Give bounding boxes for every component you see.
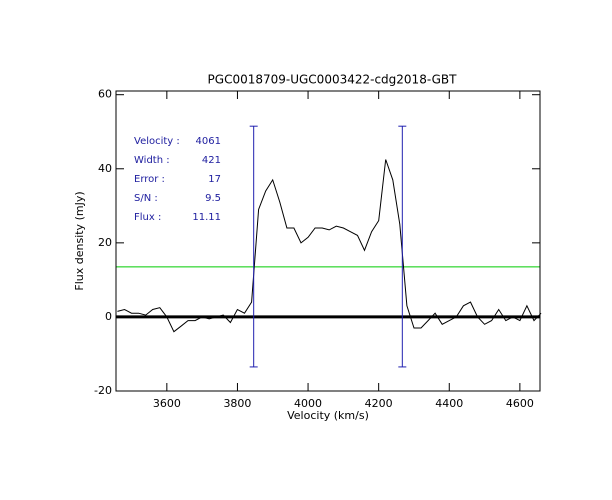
annotation-label: Width : — [134, 155, 170, 166]
plot-frame — [115, 90, 541, 392]
y-tick-label: 60 — [98, 88, 112, 101]
annotation-value: 9.5 — [205, 193, 221, 204]
x-axis-label: Velocity (km/s) — [287, 409, 369, 422]
annotation-value: 11.11 — [192, 212, 221, 223]
annotation-label: Velocity : — [134, 136, 180, 147]
y-tick-label: -20 — [94, 384, 112, 397]
y-axis-label: Flux density (mJy) — [73, 191, 86, 290]
y-tick-label: 0 — [105, 310, 112, 323]
annotation-label: Error : — [134, 174, 165, 185]
annotation-label: Flux : — [134, 212, 161, 223]
annotation-value: 421 — [202, 155, 221, 166]
annotation-value: 4061 — [196, 136, 221, 147]
x-tick-label: 4400 — [435, 397, 463, 410]
x-tick-label: 4200 — [365, 397, 393, 410]
x-tick-label: 3800 — [223, 397, 251, 410]
x-tick-label: 3600 — [153, 397, 181, 410]
y-tick-label: 20 — [98, 236, 112, 249]
annotation-value: 17 — [208, 174, 221, 185]
spectrum-line — [117, 159, 542, 333]
x-tick-label: 4600 — [506, 397, 534, 410]
x-tick-label: 4000 — [294, 397, 322, 410]
chart-title: PGC0018709-UGC0003422-cdg2018-GBT — [208, 73, 458, 87]
y-tick-label: 40 — [98, 162, 112, 175]
annotation-label: S/N : — [134, 193, 158, 204]
